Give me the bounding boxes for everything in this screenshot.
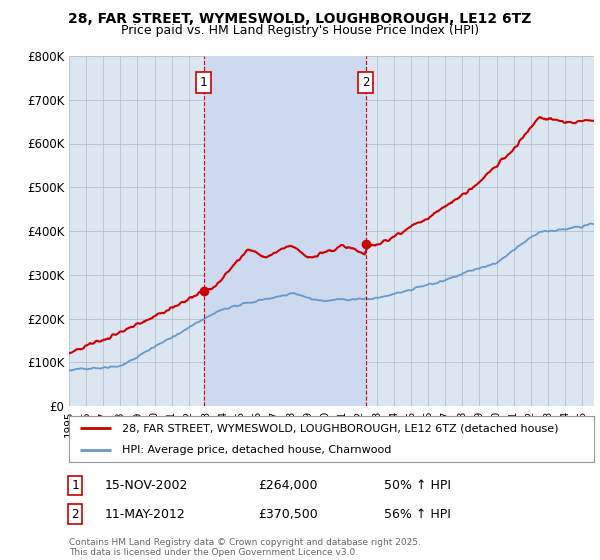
Text: 28, FAR STREET, WYMESWOLD, LOUGHBOROUGH, LE12 6TZ: 28, FAR STREET, WYMESWOLD, LOUGHBOROUGH,… (68, 12, 532, 26)
Text: 56% ↑ HPI: 56% ↑ HPI (384, 507, 451, 521)
Bar (203, 56, 366, 406)
Text: Price paid vs. HM Land Registry's House Price Index (HPI): Price paid vs. HM Land Registry's House … (121, 24, 479, 36)
Text: 11-MAY-2012: 11-MAY-2012 (105, 507, 186, 521)
Text: HPI: Average price, detached house, Charnwood: HPI: Average price, detached house, Char… (121, 445, 391, 455)
Text: 50% ↑ HPI: 50% ↑ HPI (384, 479, 451, 492)
Text: 1: 1 (71, 479, 79, 492)
Text: £264,000: £264,000 (258, 479, 317, 492)
Text: 15-NOV-2002: 15-NOV-2002 (105, 479, 188, 492)
Text: 28, FAR STREET, WYMESWOLD, LOUGHBOROUGH, LE12 6TZ (detached house): 28, FAR STREET, WYMESWOLD, LOUGHBOROUGH,… (121, 423, 558, 433)
Text: 2: 2 (362, 76, 370, 88)
Text: 1: 1 (200, 76, 208, 88)
Text: Contains HM Land Registry data © Crown copyright and database right 2025.
This d: Contains HM Land Registry data © Crown c… (69, 538, 421, 557)
Text: £370,500: £370,500 (258, 507, 318, 521)
Text: 2: 2 (71, 507, 79, 521)
